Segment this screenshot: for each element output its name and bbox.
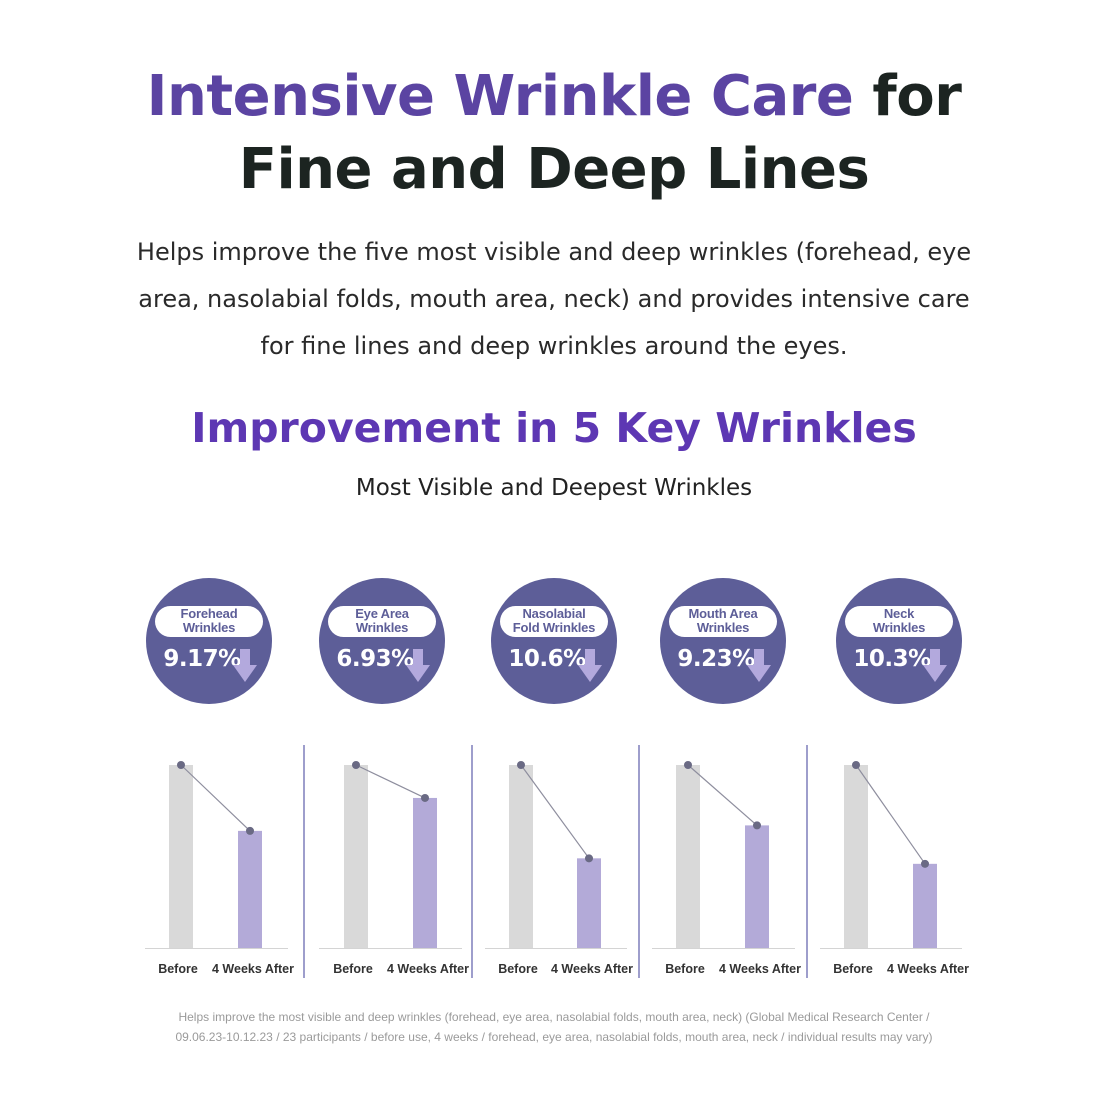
point-before: [517, 761, 525, 769]
badge-label-pill: Neck Wrinkles: [845, 606, 953, 637]
badge-value: 10.3%: [853, 646, 931, 672]
trend-line: [180, 764, 251, 832]
footnote: Helps improve the most visible and deep …: [0, 1007, 1108, 1047]
x-tick-label: 4 Weeks After: [212, 962, 294, 976]
footnote-line: Helps improve the most visible and deep …: [178, 1010, 930, 1024]
page-title-line-2: Fine and Deep Lines: [238, 137, 870, 202]
x-tick-label: Before: [833, 962, 873, 976]
point-after: [585, 854, 593, 863]
x-tick-label: 4 Weeks After: [719, 962, 801, 976]
arrow-down-icon: [923, 649, 947, 682]
badge-eye-area: Eye Area Wrinkles 6.93%: [319, 578, 445, 704]
badge-label-pill: Mouth Area Wrinkles: [669, 606, 777, 637]
x-tick-label: Before: [333, 962, 373, 976]
x-tick-label: 4 Weeks After: [551, 962, 633, 976]
x-tick-label: 4 Weeks After: [387, 962, 469, 976]
section-title-wrap: Improvement in 5 Key Wrinkles: [0, 396, 1108, 460]
badge-label: Forehead Wrinkles: [180, 606, 238, 635]
section-title: Improvement in 5 Key Wrinkles: [185, 396, 923, 460]
page-title-line-1: Intensive Wrinkle Care for: [0, 60, 1108, 134]
point-after: [921, 859, 929, 868]
point-before: [684, 761, 692, 769]
bar-before: [344, 765, 368, 948]
bar-after: [745, 825, 769, 948]
trend-line: [520, 764, 590, 859]
badge-label-pill: Forehead Wrinkles: [155, 606, 263, 637]
badge-forehead: Forehead Wrinkles 9.17%: [146, 578, 272, 704]
badge-value: 9.17%: [163, 646, 241, 672]
badge-mouth-area: Mouth Area Wrinkles 9.23%: [660, 578, 786, 704]
bar-after: [413, 797, 437, 948]
badge-value: 10.6%: [508, 646, 586, 672]
before-after-chart: Before 4 Weeks After Before 4 Weeks After Be…: [145, 745, 969, 978]
badge-label: Neck Wrinkles: [872, 606, 926, 635]
title-rest: for: [872, 64, 962, 129]
arrow-down-icon: [233, 649, 257, 682]
title-accent: Intensive Wrinkle Care: [146, 64, 854, 129]
description-line: area, nasolabial folds, mouth area, neck…: [138, 285, 970, 313]
arrow-down-icon: [578, 649, 602, 682]
point-before: [852, 761, 860, 769]
badge-label-pill: Nasolabial Fold Wrinkles: [500, 606, 608, 637]
badge-value: 6.93%: [336, 646, 414, 672]
point-before: [177, 761, 185, 769]
description-line: for fine lines and deep wrinkles around …: [260, 332, 848, 360]
section-title-text: Improvement in 5 Key Wrinkles: [191, 404, 917, 452]
badge-value: 9.23%: [677, 646, 755, 672]
point-before: [352, 761, 360, 769]
arrow-down-icon: [747, 649, 771, 682]
x-tick-label: 4 Weeks After: [887, 962, 969, 976]
description-line: Helps improve the five most visible and …: [136, 238, 972, 266]
point-after: [753, 821, 761, 830]
badge-label-pill: Eye Area Wrinkles: [328, 606, 436, 637]
badge-label: Eye Area Wrinkles: [355, 606, 409, 635]
bar-before: [676, 765, 700, 948]
bar-before: [169, 765, 193, 948]
x-tick-label: Before: [498, 962, 538, 976]
badge-label: Mouth Area Wrinkles: [688, 606, 758, 635]
badge-nasolabial: Nasolabial Fold Wrinkles 10.6%: [491, 578, 617, 704]
arrow-down-icon: [406, 649, 430, 682]
badge-label: Nasolabial Fold Wrinkles: [512, 606, 596, 635]
section-subtitle: Most Visible and Deepest Wrinkles: [355, 475, 753, 501]
bar-before: [509, 765, 533, 948]
trend-line: [855, 764, 926, 865]
x-tick-label: Before: [158, 962, 198, 976]
bar-after: [238, 830, 262, 948]
point-after: [421, 793, 429, 802]
bar-after: [913, 863, 937, 948]
point-after: [246, 826, 254, 835]
footnote-line: 09.06.23-10.12.23 / 23 participants / be…: [175, 1030, 933, 1044]
trend-line: [687, 764, 758, 826]
trend-line: [355, 764, 426, 799]
bar-after: [577, 858, 601, 948]
bar-before: [844, 765, 868, 948]
x-tick-label: Before: [665, 962, 705, 976]
description: Helps improve the five most visible and …: [0, 229, 1108, 370]
badge-neck: Neck Wrinkles 10.3%: [836, 578, 962, 704]
